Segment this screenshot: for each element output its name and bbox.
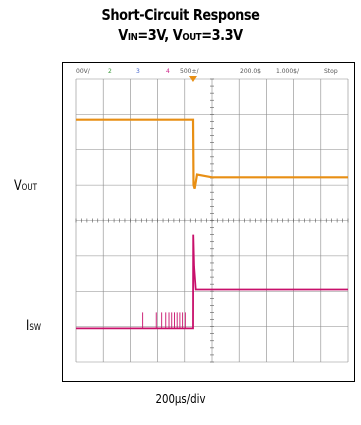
traces (76, 118, 348, 330)
vout-trace (76, 118, 348, 190)
scope-header-text: 2 (108, 68, 112, 75)
vout-label: VOUT (14, 178, 37, 194)
scope-header: 00V/2 3 4 500±/ 200.0$ 1.000$/ Stop (76, 68, 338, 75)
x-scale-label: 200µs/div (155, 392, 206, 406)
oscilloscope-plot: 00V/2 3 4 500±/ 200.0$ 1.000$/ Stop (62, 62, 355, 382)
grid-lines (75, 76, 349, 363)
chart-title: Short-Circuit Response (101, 6, 260, 24)
plot-frame (62, 62, 355, 382)
scope-header-text: 1.000$/ (276, 68, 300, 75)
isw-label: ISW (26, 318, 42, 334)
chart-subtitle: VIN=3V, VOUT=3.3V (118, 26, 243, 44)
scope-header-text: 200.0$ (240, 68, 261, 75)
trigger-marker (188, 76, 197, 82)
isw-trace (76, 234, 348, 330)
scope-header-text: 00V/ (76, 68, 91, 75)
scope-header-text: 500±/ (180, 68, 199, 75)
scope-header-text: 3 (136, 68, 140, 75)
scope-header-text: 4 (166, 68, 170, 75)
scope-header-text: Stop (324, 68, 338, 75)
